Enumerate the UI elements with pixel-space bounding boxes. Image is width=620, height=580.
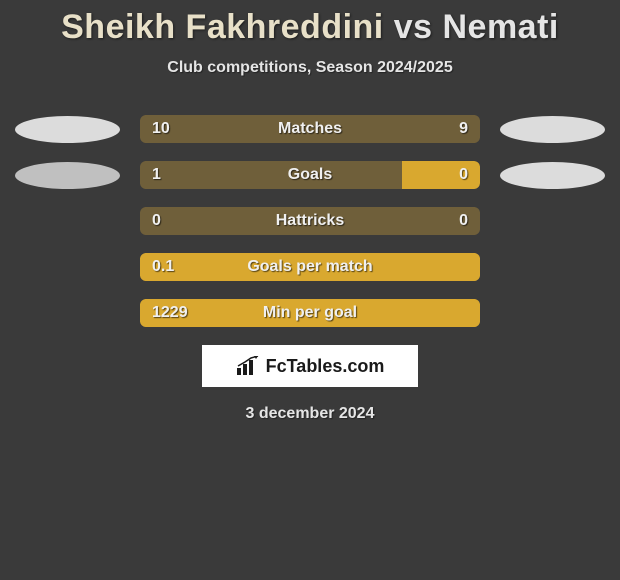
- stat-label: Goals per match: [140, 258, 480, 276]
- player1-name: Sheikh Fakhreddini: [61, 8, 384, 46]
- logo: FcTables.com: [236, 356, 385, 377]
- bar-text: 1Goals0: [140, 161, 480, 189]
- subtitle: Club competitions, Season 2024/2025: [0, 59, 620, 77]
- bar-text: 10Matches9: [140, 115, 480, 143]
- stat-bar: 1229Min per goal: [140, 299, 480, 327]
- player2-oval-icon: [500, 116, 605, 143]
- player1-oval-icon: [15, 116, 120, 143]
- stat-label: Matches: [140, 120, 480, 138]
- player1-oval-icon: [15, 162, 120, 189]
- stat-bar: 10Matches9: [140, 115, 480, 143]
- bar-text: 1229Min per goal: [140, 299, 480, 327]
- bar-text: 0.1Goals per match: [140, 253, 480, 281]
- stat-row: 10Matches9: [0, 115, 620, 143]
- stat-row: 0Hattricks0: [0, 207, 620, 235]
- chart-icon: [236, 356, 260, 376]
- stat-label: Hattricks: [140, 212, 480, 230]
- stat-rows: 10Matches9 1Goals0 0Hattricks0 0.1Goals per…: [0, 115, 620, 327]
- logo-box[interactable]: FcTables.com: [202, 345, 418, 387]
- stat-label: Min per goal: [140, 304, 480, 322]
- bar-text: 0Hattricks0: [140, 207, 480, 235]
- vs-label: vs: [394, 8, 433, 46]
- logo-text: FcTables.com: [266, 356, 385, 377]
- page-title: Sheikh Fakhreddini vs Nemati: [0, 0, 620, 47]
- stat-bar: 0Hattricks0: [140, 207, 480, 235]
- stat-bar: 1Goals0: [140, 161, 480, 189]
- stat-row: 1229Min per goal: [0, 299, 620, 327]
- comparison-card: Sheikh Fakhreddini vs Nemati Club compet…: [0, 0, 620, 580]
- stat-row: 0.1Goals per match: [0, 253, 620, 281]
- player2-oval-icon: [500, 162, 605, 189]
- stat-row: 1Goals0: [0, 161, 620, 189]
- stat-bar: 0.1Goals per match: [140, 253, 480, 281]
- player2-name: Nemati: [442, 8, 558, 46]
- date-label: 3 december 2024: [0, 405, 620, 423]
- stat-label: Goals: [140, 166, 480, 184]
